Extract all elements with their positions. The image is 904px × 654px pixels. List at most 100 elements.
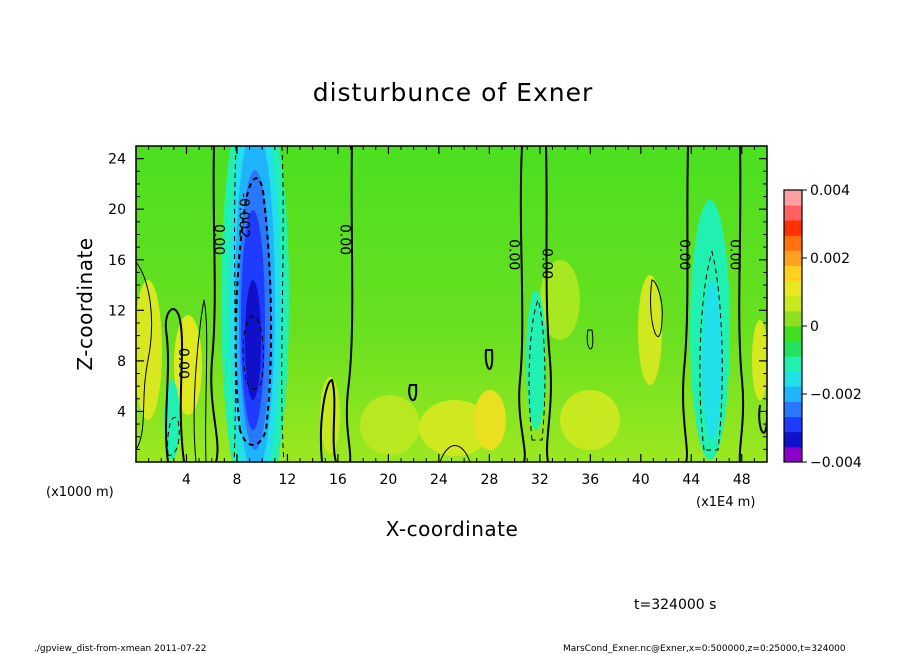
y-tick-label: 8: [117, 354, 126, 370]
y-axis: 4 8 12 16 20 24: [108, 152, 767, 450]
field-patch: [702, 280, 722, 440]
colorbar-label: 0: [810, 319, 819, 335]
contour-label: 0.00: [538, 248, 554, 279]
field-patch: [540, 260, 580, 340]
contour-label-text: -0.002: [236, 193, 252, 238]
contour-line-dashed: [167, 417, 180, 456]
colorbar: 0.004 0.002 0 −0.002 −0.004: [783, 183, 862, 471]
x-tick-label: 24: [430, 472, 448, 488]
field-patch: [560, 390, 620, 450]
y-tick-label: 24: [108, 152, 126, 168]
contour-line: [164, 308, 185, 462]
contour-lines-negative: [167, 146, 723, 462]
x-tick-label: 32: [531, 472, 549, 488]
colorbar-swatch: [784, 431, 802, 448]
field-patch: [164, 380, 180, 460]
contour-line-dashed: [242, 315, 265, 390]
colorbar-label: −0.002: [810, 387, 862, 403]
y-axis-label: Z-coordinate: [73, 237, 97, 370]
colorbar-swatch: [784, 326, 802, 342]
contour-label: 0.00: [726, 239, 742, 270]
footer-left: ./gpview_dist-from-xmean 2011-07-22: [34, 644, 206, 654]
x-axis-label: X-coordinate: [386, 517, 519, 541]
contour-line: [408, 384, 418, 401]
contour-label-layer: 0.00 -0.002 0.00 0.00 0.00 0.00 0.00 0.00: [175, 193, 742, 379]
contour-line: [345, 146, 354, 462]
contour-label: -0.002: [236, 193, 252, 238]
y-tick-label: 4: [117, 404, 126, 420]
contour-label-text: 0.00: [506, 239, 522, 270]
contour-line: [650, 279, 663, 337]
colorbar-swatch: [784, 356, 802, 372]
field-patch: [474, 390, 506, 450]
contour-line-dashed: [234, 177, 273, 446]
y-tick-label: 16: [108, 253, 126, 269]
field-patch: [526, 290, 546, 430]
contour-label: 0.00: [506, 239, 522, 270]
contour-line: [545, 146, 552, 462]
contour-label-text: 0.00: [676, 239, 692, 270]
colorbar-swatch: [784, 310, 802, 327]
colorbar-swatch: [784, 265, 802, 282]
x-tick-label: 40: [632, 472, 650, 488]
contour-label-text: 0.00: [336, 224, 352, 255]
field-patch: [752, 320, 767, 400]
x-tick-label: 20: [379, 472, 397, 488]
field-patch: [245, 280, 261, 400]
colorbar-swatch: [784, 416, 802, 433]
x-tick-label: 44: [682, 472, 700, 488]
x-tick-label: 8: [232, 472, 241, 488]
colorbar-swatch: [784, 280, 802, 297]
contour-line-dashed: [699, 250, 723, 451]
time-label: t=324000 s: [634, 597, 716, 613]
contour-label: 0.00: [175, 348, 191, 379]
x-axis: 4 8 12 16 20 24 28 32 36 40 44 48: [148, 146, 755, 488]
contour-line: [518, 146, 526, 462]
contour-line: [586, 329, 594, 350]
colorbar-swatch: [784, 371, 802, 387]
contour-line-dashed: [281, 146, 285, 462]
contour-line: [738, 146, 745, 462]
y-tick-label: 12: [108, 303, 126, 319]
contour-label-text: 0.00: [175, 348, 191, 379]
colorbar-swatch: [784, 205, 802, 221]
x-tick-label: 16: [329, 472, 347, 488]
colorbar-swatch: [784, 250, 802, 266]
contour-label-text: 0.00: [538, 248, 554, 279]
colorbar-swatch: [784, 446, 802, 463]
colorbar-swatch: [784, 401, 802, 418]
x-tick-label: 4: [182, 472, 191, 488]
colorbar-swatch: [784, 235, 802, 251]
x-tick-label: 28: [480, 472, 498, 488]
chart-title: disturbunce of Exner: [313, 78, 594, 107]
colorbar-swatch: [784, 190, 802, 206]
x-unit-left: (x1000 m): [46, 485, 114, 500]
x-tick-label: 12: [279, 472, 297, 488]
contour-line: [319, 378, 337, 462]
contour-label: 0.00: [210, 224, 226, 255]
field-patch: [136, 280, 162, 420]
plot-area: 0.00 -0.002 0.00 0.00 0.00 0.00 0.00 0.00: [136, 146, 767, 462]
field-patch: [360, 395, 420, 455]
x-unit-right: (x1E4 m): [696, 495, 755, 510]
field-patch: [419, 400, 491, 456]
contour-line: [682, 146, 689, 462]
contour-label: 0.00: [336, 224, 352, 255]
colorbar-label: 0.004: [810, 183, 850, 199]
contour-line-dashed: [233, 146, 237, 462]
colorbar-label: −0.004: [810, 455, 862, 471]
colorbar-swatch: [784, 386, 802, 402]
contour-line: [136, 261, 153, 451]
contour-line: [439, 445, 471, 462]
contour-label-text: 0.00: [210, 224, 226, 255]
x-tick-label: 36: [581, 472, 599, 488]
contour-line-dashed: [528, 298, 546, 441]
contour-line: [210, 146, 219, 462]
contour-lines: [136, 146, 767, 462]
contour-label-text: 0.00: [726, 239, 742, 270]
colorbar-swatch: [784, 220, 802, 236]
footer-right: MarsCond_Exner.nc@Exner,x=0:500000,z=0:2…: [563, 644, 846, 654]
contour-label: 0.00: [676, 239, 692, 270]
x-tick-label: 48: [733, 472, 751, 488]
